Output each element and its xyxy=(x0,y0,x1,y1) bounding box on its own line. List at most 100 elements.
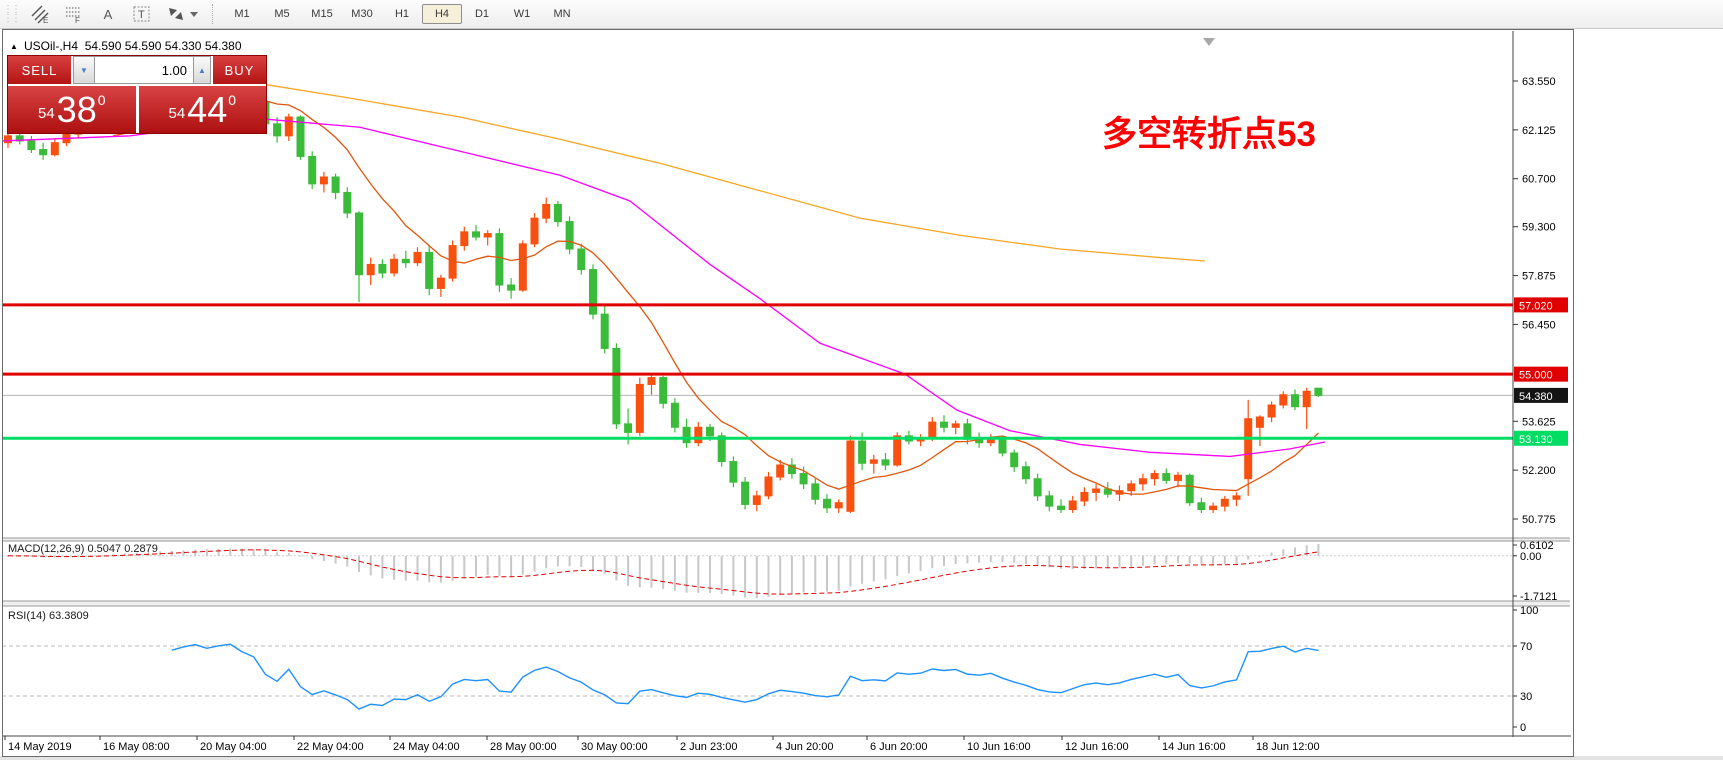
price-tick-label: 63.550 xyxy=(1522,76,1556,88)
time-tick-label[interactable]: 4 Jun 20:00 xyxy=(776,741,834,753)
candle-body xyxy=(1244,418,1253,480)
equidistant-channel-icon[interactable]: E xyxy=(24,1,56,27)
macd-indicator-label: MACD(12,26,9) 0.5047 0.2879 xyxy=(8,543,158,555)
sell-button[interactable]: SELL xyxy=(8,56,73,84)
toolbar-drag-handle[interactable]: ⋮⋮ ⋮⋮ xyxy=(3,4,21,24)
macd-histogram-bar xyxy=(241,548,243,556)
candle-body xyxy=(472,231,480,238)
time-tick-label[interactable]: 12 Jun 16:00 xyxy=(1065,741,1129,753)
time-tick-label[interactable]: 24 May 04:00 xyxy=(393,741,460,753)
macd-histogram-bar xyxy=(767,555,770,597)
bid-quote-button[interactable]: 54 38 0 xyxy=(8,86,139,133)
macd-histogram-bar xyxy=(1106,555,1109,569)
macd-histogram-bar xyxy=(1024,555,1027,564)
time-tick-label[interactable]: 20 May 04:00 xyxy=(200,741,267,753)
rsi-axis-label: 30 xyxy=(1520,691,1532,703)
timeframe-button-mn[interactable]: MN xyxy=(553,8,571,20)
macd-signal-value: 0.2879 xyxy=(124,543,158,555)
fibonacci-retracement-icon[interactable]: F xyxy=(58,1,90,27)
volume-decrease-button[interactable]: ▼ xyxy=(73,56,95,84)
timeframe-button-h1[interactable]: H1 xyxy=(394,8,410,20)
time-tick-label[interactable]: 10 Jun 16:00 xyxy=(967,741,1031,753)
ma-fast-line xyxy=(113,98,1319,495)
macd-histogram-bar xyxy=(1118,555,1121,568)
time-tick-label[interactable]: 22 May 04:00 xyxy=(297,741,364,753)
ohlc-collapse-icon[interactable]: ▲ xyxy=(10,42,18,51)
macd-histogram-bar xyxy=(603,555,606,574)
candle-body xyxy=(1291,394,1299,408)
candle-body xyxy=(1092,488,1101,493)
macd-histogram-bar xyxy=(673,555,676,591)
time-tick-label[interactable]: 6 Jun 20:00 xyxy=(870,741,928,753)
macd-histogram-bar xyxy=(276,552,279,556)
macd-histogram-bar xyxy=(533,555,536,572)
svg-text:E: E xyxy=(43,16,48,24)
price-badge xyxy=(1514,387,1568,403)
text-icon[interactable]: A xyxy=(103,6,113,22)
timeframe-button-h4[interactable]: H4 xyxy=(422,4,462,24)
macd-histogram-bar xyxy=(1048,555,1051,568)
volume-increase-button[interactable]: ▲ xyxy=(193,56,211,84)
candle-body xyxy=(1021,466,1030,480)
main-panel xyxy=(2,83,1513,513)
macd-histogram-bar xyxy=(194,549,197,556)
macd-histogram-bar xyxy=(732,555,735,596)
time-tick-label[interactable]: 16 May 08:00 xyxy=(103,741,170,753)
text-label-icon[interactable]: T xyxy=(126,1,158,27)
bid-sup: 0 xyxy=(97,91,106,108)
macd-histogram-bar xyxy=(1165,555,1168,564)
candle-body xyxy=(378,263,387,274)
ohlc-high: 54.590 xyxy=(124,39,162,53)
timeframe-button-m15[interactable]: M15 xyxy=(311,8,333,20)
buy-button[interactable]: BUY xyxy=(211,56,266,84)
candle-body xyxy=(612,347,621,425)
bid-big: 38 xyxy=(56,88,97,130)
bar-shift-marker-icon[interactable] xyxy=(1203,38,1215,46)
price-badge-label: 57.020 xyxy=(1519,300,1553,312)
macd-histogram-bar xyxy=(931,555,934,569)
time-tick-label[interactable]: 30 May 00:00 xyxy=(581,741,648,753)
macd-histogram-bar xyxy=(428,555,431,583)
time-tick-label[interactable]: 28 May 00:00 xyxy=(490,741,557,753)
macd-histogram-bar xyxy=(826,555,828,592)
candle-body xyxy=(1314,387,1323,396)
time-tick-label[interactable]: 2 Jun 23:00 xyxy=(680,741,738,753)
price-badge xyxy=(1514,297,1568,313)
ask-quote-button[interactable]: 54 44 0 xyxy=(138,86,266,133)
candle-body xyxy=(706,426,714,437)
symbol-name: USOil-,H4 xyxy=(24,39,79,53)
price-tick-label: 59.300 xyxy=(1522,222,1556,234)
candle-body xyxy=(776,464,785,478)
candle-body xyxy=(624,423,633,433)
timeframe-button-d1[interactable]: D1 xyxy=(474,8,490,20)
price-tick-label: 53.625 xyxy=(1522,416,1556,428)
arrow-tools-icon[interactable] xyxy=(160,1,204,27)
volume-input[interactable] xyxy=(95,56,193,84)
timeframe-button-m1[interactable]: M1 xyxy=(234,8,250,20)
candle-body xyxy=(881,459,890,466)
candle-body xyxy=(507,284,516,291)
time-tick-label[interactable]: 18 Jun 12:00 xyxy=(1256,741,1320,753)
macd-histogram-bar xyxy=(1130,555,1133,567)
macd-axis-label: 0.00 xyxy=(1520,551,1541,563)
timeframe-button-w1[interactable]: W1 xyxy=(513,8,531,20)
macd-histogram-bar xyxy=(404,555,407,581)
candle-body xyxy=(928,421,937,439)
macd-histogram-bar xyxy=(416,555,419,581)
volume-stepper: ▼ ▲ xyxy=(73,56,211,84)
time-tick-label[interactable]: 14 May 2019 xyxy=(8,741,72,753)
macd-histogram-bar xyxy=(30,555,33,557)
timeframe-button-m30[interactable]: M30 xyxy=(351,8,373,20)
candle-body xyxy=(39,149,48,156)
macd-histogram-bar xyxy=(77,555,80,557)
macd-histogram-bar xyxy=(463,555,466,579)
macd-histogram-bar xyxy=(1036,555,1039,566)
candle-body xyxy=(460,231,469,247)
candle-body xyxy=(589,269,597,315)
time-tick-label[interactable]: 14 Jun 16:00 xyxy=(1162,741,1226,753)
ask-sup: 0 xyxy=(228,91,237,108)
macd-histogram-bar xyxy=(989,555,992,562)
candle-body xyxy=(1255,416,1264,428)
timeframe-button-m5[interactable]: M5 xyxy=(274,8,290,20)
